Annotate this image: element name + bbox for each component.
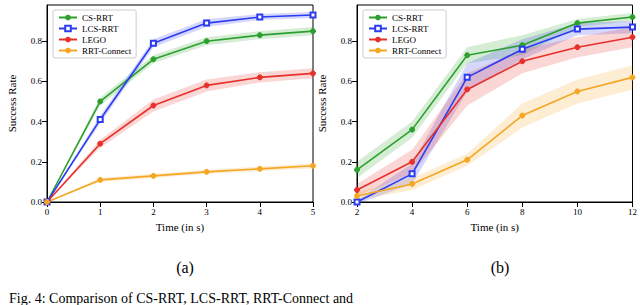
svg-text:0.2: 0.2 [341,157,352,167]
svg-text:4: 4 [410,207,415,217]
svg-text:0: 0 [45,207,50,217]
svg-text:Success Rate: Success Rate [316,75,328,133]
svg-text:RRT-Connect: RRT-Connect [392,46,442,56]
svg-text:LEGO: LEGO [392,35,416,45]
svg-text:Time (in s): Time (in s) [471,221,520,234]
svg-text:Success Rate: Success Rate [6,75,18,133]
svg-text:1: 1 [98,207,103,217]
svg-text:Time (in s): Time (in s) [156,221,205,234]
svg-text:LEGO: LEGO [82,35,106,45]
svg-text:8: 8 [520,207,525,217]
svg-text:(a): (a) [176,259,194,277]
svg-text:0.6: 0.6 [341,76,353,86]
svg-text:2: 2 [355,207,360,217]
svg-text:3: 3 [204,207,209,217]
svg-text:0.6: 0.6 [31,76,43,86]
svg-text:(b): (b) [491,259,510,277]
svg-text:10: 10 [573,207,583,217]
svg-text:4: 4 [258,207,263,217]
svg-text:0.0: 0.0 [31,197,43,207]
svg-text:0.0: 0.0 [341,197,353,207]
svg-text:0.8: 0.8 [31,36,43,46]
svg-text:0.4: 0.4 [31,117,43,127]
svg-text:RRT-Connect: RRT-Connect [82,46,132,56]
svg-text:2: 2 [151,207,156,217]
svg-text:0.8: 0.8 [341,36,353,46]
svg-text:5: 5 [311,207,316,217]
svg-text:6: 6 [465,207,470,217]
svg-text:LCS-RRT: LCS-RRT [392,24,429,34]
svg-text:CS-RRT: CS-RRT [392,13,423,23]
svg-text:Fig. 4: Comparison of CS-RRT,: Fig. 4: Comparison of CS-RRT, LCS-RRT, R… [9,291,353,305]
svg-text:CS-RRT: CS-RRT [82,13,113,23]
svg-text:12: 12 [628,207,637,217]
svg-text:LCS-RRT: LCS-RRT [82,24,119,34]
svg-text:0.2: 0.2 [31,157,42,167]
svg-text:0.4: 0.4 [341,117,353,127]
